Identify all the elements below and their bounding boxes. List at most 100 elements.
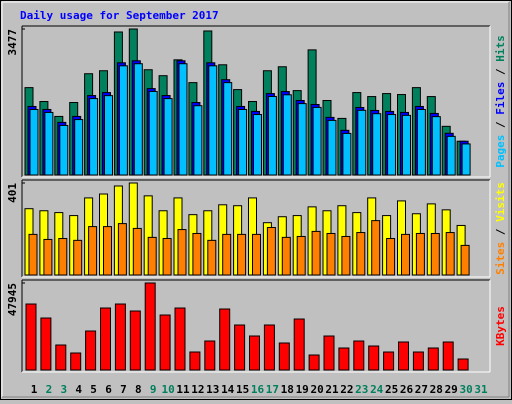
bar: [353, 340, 365, 371]
bar: [73, 239, 83, 276]
legend: Sites / Visits: [494, 182, 507, 275]
bar: [25, 303, 37, 371]
bar: [311, 230, 321, 276]
bar: [44, 111, 54, 176]
bar: [58, 238, 68, 276]
bar: [70, 352, 82, 371]
bar: [162, 238, 172, 276]
bar: [430, 232, 440, 276]
bar: [189, 351, 201, 371]
bar: [296, 235, 306, 276]
bar: [371, 220, 381, 276]
bar: [147, 236, 157, 276]
x-tick-label: 30: [459, 383, 472, 396]
bar: [383, 351, 395, 371]
bar: [387, 114, 397, 176]
bar: [461, 143, 471, 176]
legend-separator: /: [494, 222, 507, 242]
bar: [412, 351, 424, 371]
bar: [266, 227, 276, 276]
x-tick-label: 20: [310, 383, 323, 396]
bar: [133, 63, 143, 176]
x-tick-label: 3: [60, 383, 67, 396]
x-tick-label: 15: [236, 383, 249, 396]
bar: [222, 233, 232, 276]
bar: [281, 236, 291, 276]
bar: [308, 354, 320, 371]
bar: [129, 310, 141, 371]
x-tick-label: 17: [266, 383, 279, 396]
bar: [237, 233, 247, 276]
bar: [223, 82, 233, 176]
bar: [457, 358, 469, 371]
bar: [28, 233, 38, 276]
bar: [144, 282, 156, 371]
bar: [326, 232, 336, 276]
x-tick-label: 22: [340, 383, 353, 396]
bar: [386, 238, 396, 276]
bar: [278, 342, 290, 371]
bar: [114, 303, 126, 371]
legend-entry: Sites: [494, 242, 507, 275]
bar: [342, 132, 352, 176]
x-tick-label: 7: [120, 383, 127, 396]
x-tick-label: 28: [430, 383, 443, 396]
bar: [85, 330, 97, 371]
bar: [159, 314, 171, 371]
bar: [192, 232, 202, 276]
bar: [293, 318, 305, 371]
bar: [442, 341, 454, 371]
chart-title: Daily usage for September 2017: [20, 9, 219, 22]
x-tick-label: 9: [150, 383, 157, 396]
x-tick-label: 10: [161, 383, 174, 396]
bar: [460, 244, 470, 276]
y-tick-label: 3477: [6, 29, 19, 56]
bar: [372, 113, 382, 176]
x-tick-label: 13: [206, 383, 219, 396]
x-tick-label: 29: [445, 383, 458, 396]
x-tick-label: 26: [400, 383, 414, 396]
x-tick-label: 18: [281, 383, 294, 396]
bar: [43, 238, 53, 276]
bar: [117, 223, 127, 276]
y-tick-label: 401: [6, 183, 19, 203]
legend-entry: Visits: [494, 182, 507, 222]
bar: [327, 119, 337, 176]
bar: [282, 94, 292, 176]
bar: [312, 106, 322, 176]
x-tick-label: 25: [385, 383, 398, 396]
x-tick-label: 14: [221, 383, 235, 396]
x-tick-label: 21: [325, 383, 339, 396]
bar: [177, 229, 187, 276]
bar: [100, 307, 111, 371]
legend-entry: Pages: [494, 135, 507, 168]
bar: [238, 108, 248, 176]
bar: [163, 98, 173, 176]
x-tick-label: 23: [355, 383, 368, 396]
bar: [148, 90, 158, 176]
bar: [323, 335, 335, 371]
bar: [401, 233, 410, 276]
x-tick-label: 1: [31, 383, 38, 396]
bar: [338, 347, 350, 371]
bar: [252, 233, 261, 276]
bar: [132, 227, 142, 276]
x-tick-label: 6: [105, 383, 112, 396]
bar: [55, 344, 67, 371]
bar: [341, 235, 351, 276]
bar: [356, 232, 366, 276]
bar: [208, 65, 218, 176]
bar: [446, 135, 456, 176]
legend-entry: Hits: [494, 35, 507, 62]
x-tick-label: 24: [370, 383, 384, 396]
legend: Pages / Files / Hits: [494, 35, 507, 168]
bar: [89, 98, 99, 176]
bar: [219, 308, 231, 371]
bar: [253, 114, 262, 176]
bar: [204, 340, 216, 371]
bar: [357, 109, 367, 176]
x-tick-label: 27: [415, 383, 428, 396]
bar: [74, 119, 84, 176]
legend-entry: Files: [494, 82, 507, 115]
